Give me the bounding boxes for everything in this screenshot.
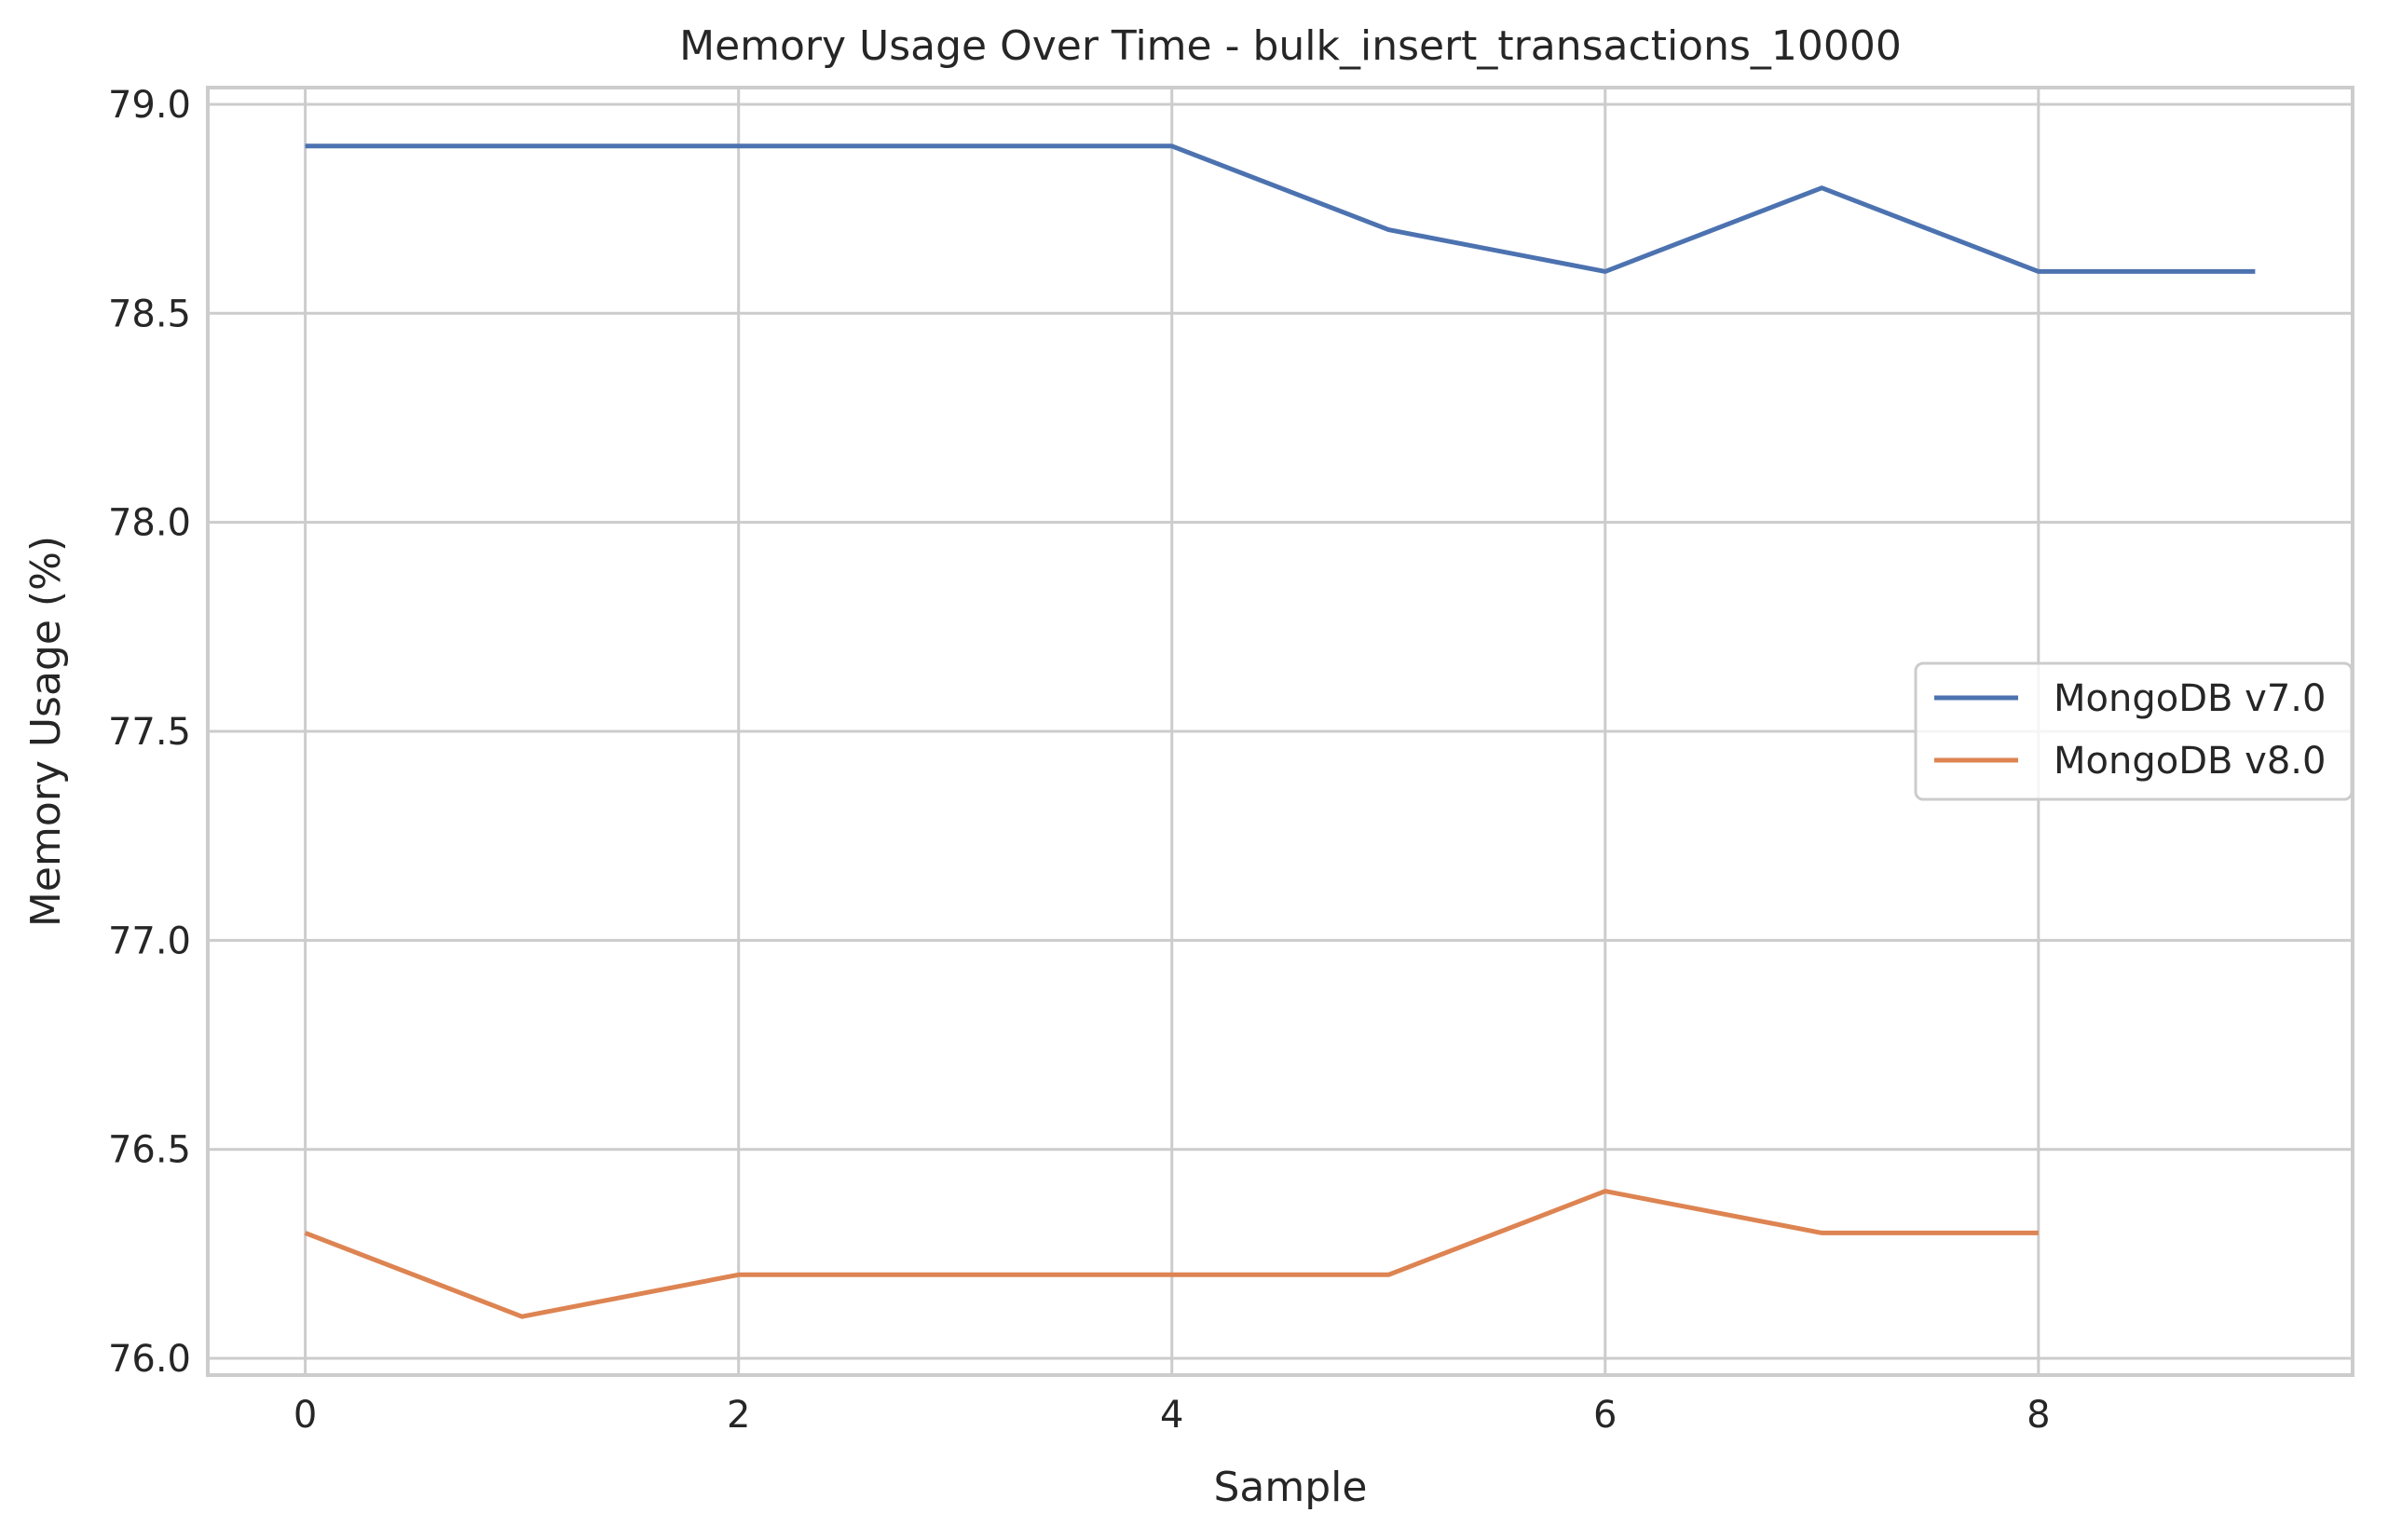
y-tick-labels: 76.0 76.5 77.0 77.5 78.0 78.5 79.0: [108, 84, 191, 1381]
y-gridlines: [208, 102, 2353, 1360]
y-tick-label: 78.5: [108, 293, 191, 335]
chart-title: Memory Usage Over Time - bulk_insert_tra…: [679, 22, 1902, 70]
x-tick-label: 4: [1160, 1394, 1183, 1437]
series-line-mongodb-v8: [304, 1189, 2039, 1319]
legend-label-mongodb-v8: MongoDB v8.0: [2054, 740, 2326, 783]
y-tick-label: 76.5: [108, 1129, 191, 1172]
x-tick-label: 0: [293, 1394, 317, 1437]
x-tick-label: 2: [727, 1394, 750, 1437]
x-tick-label: 6: [1593, 1394, 1617, 1437]
series-line-mongodb-v7: [305, 143, 2256, 274]
y-axis-label: Memory Usage (%): [22, 536, 70, 927]
y-tick-label: 79.0: [108, 84, 191, 127]
x-tick-label: 8: [2027, 1394, 2050, 1437]
y-tick-label: 77.5: [108, 711, 191, 754]
legend-box: [1914, 661, 2354, 801]
x-axis-label: Sample: [1214, 1464, 1368, 1511]
x-tick-labels: 0 2 4 6 8: [293, 1394, 2051, 1437]
y-tick-label: 76.0: [108, 1338, 191, 1381]
y-tick-label: 78.0: [108, 502, 191, 545]
legend-label-mongodb-v7: MongoDB v7.0: [2054, 677, 2326, 720]
legend: MongoDB v7.0 MongoDB v8.0: [1914, 661, 2354, 801]
y-tick-label: 77.0: [108, 920, 191, 962]
series-layer: [304, 143, 2256, 1319]
